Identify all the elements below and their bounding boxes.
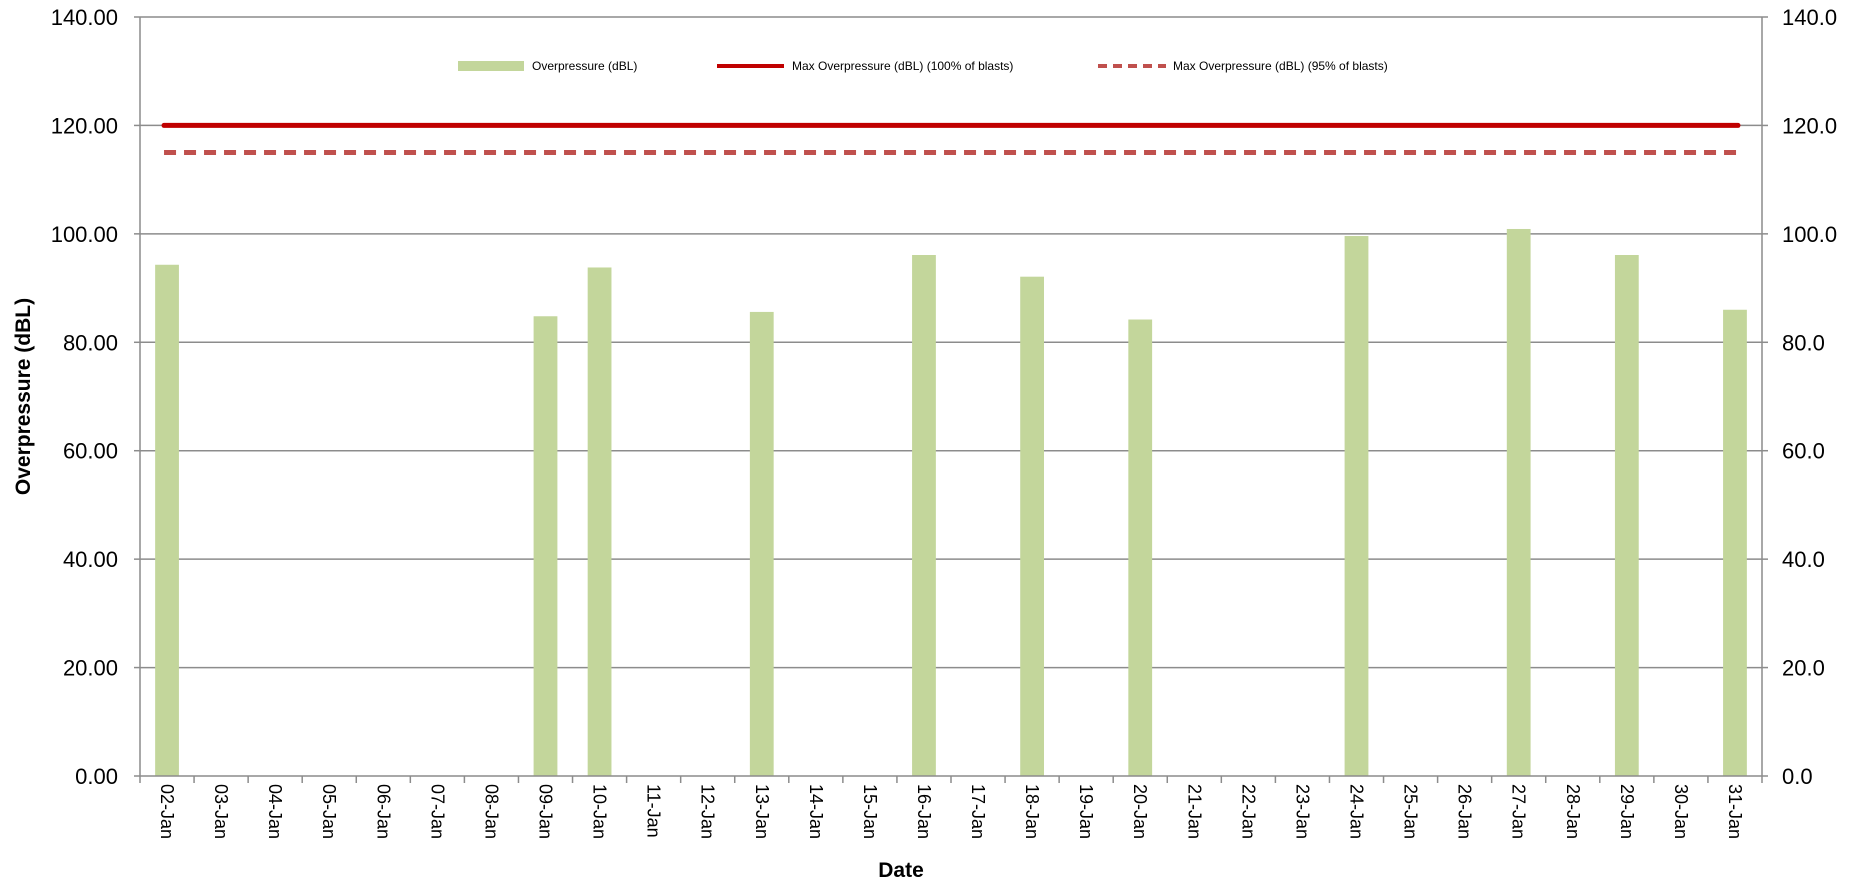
x-tick-label: 09-Jan — [536, 784, 556, 839]
x-tick-label: 03-Jan — [211, 784, 231, 839]
bar-10-Jan — [587, 267, 612, 776]
x-tick-label: 28-Jan — [1563, 784, 1583, 839]
bar-31-Jan — [1723, 309, 1747, 776]
bar-02-Jan — [155, 264, 179, 776]
x-tick-label: 14-Jan — [806, 784, 826, 839]
x-axis-title: Date — [878, 859, 924, 880]
limit-lines — [161, 122, 1741, 156]
x-tick-label: 04-Jan — [265, 784, 285, 839]
x-tick-label: 31-Jan — [1725, 784, 1745, 839]
y-tick-label-right: 40.0 — [1782, 547, 1825, 572]
x-tick-label: 07-Jan — [427, 784, 447, 839]
bar-24-Jan — [1344, 236, 1369, 777]
x-tick-label: 30-Jan — [1671, 784, 1691, 839]
y-axis-title: Overpressure (dBL) — [12, 298, 35, 495]
y-tick-label-left: 120.00 — [51, 113, 118, 138]
x-tick-label: 20-Jan — [1130, 784, 1150, 839]
x-tick-label: 18-Jan — [1022, 784, 1042, 839]
x-tick-label: 15-Jan — [860, 784, 880, 839]
y-tick-label-left: 80.00 — [63, 330, 118, 355]
y-tick-label-left: 140.00 — [51, 5, 118, 30]
y-tick-label-left: 60.00 — [63, 439, 118, 464]
y-tick-label-right: 140.0 — [1782, 5, 1837, 30]
axes — [134, 16, 1768, 783]
y-tick-label-right: 80.0 — [1782, 330, 1825, 355]
bar-13-Jan — [749, 311, 774, 776]
x-tick-label: 11-Jan — [644, 784, 664, 838]
x-tick-label: 06-Jan — [373, 784, 393, 839]
x-axis-ticks: 02-Jan 03-Jan 04-Jan 05-Jan 06-Jan 07-Jan 08-J… — [157, 784, 1745, 839]
legend-swatch-overpressure — [458, 61, 524, 71]
bar-20-Jan — [1128, 319, 1153, 776]
legend-label-max-95: Max Overpressure (dBL) (95% of blasts) — [1173, 59, 1388, 73]
y-tick-label-right: 60.0 — [1782, 439, 1825, 464]
x-tick-label: 21-Jan — [1184, 784, 1204, 839]
y-tick-label-right: 120.0 — [1782, 113, 1837, 138]
y-axis-left-ticks: 0.00 20.00 40.00 60.00 80.00 100.00 120.00 140.… — [51, 5, 118, 789]
x-tick-label: 08-Jan — [481, 784, 501, 839]
bar-16-Jan — [912, 255, 936, 776]
x-tick-label: 12-Jan — [698, 784, 718, 839]
x-tick-label: 22-Jan — [1238, 784, 1258, 839]
x-tick-label: 10-Jan — [590, 784, 610, 839]
x-tick-label: 23-Jan — [1292, 784, 1312, 839]
y-tick-label-right: 100.0 — [1782, 222, 1837, 247]
y-tick-label-left: 40.00 — [63, 547, 118, 572]
x-tick-label: 29-Jan — [1617, 784, 1637, 839]
x-tick-label: 19-Jan — [1076, 784, 1096, 839]
bar-09-Jan — [533, 316, 558, 776]
y-tick-label-right: 0.0 — [1782, 764, 1813, 789]
y-tick-label-left: 100.00 — [51, 222, 118, 247]
y-tick-label-left: 20.00 — [63, 656, 118, 681]
x-tick-label: 26-Jan — [1455, 784, 1475, 839]
y-tick-label-right: 20.0 — [1782, 656, 1825, 681]
legend-label-max-100: Max Overpressure (dBL) (100% of blasts) — [792, 59, 1013, 73]
y-tick-label-left: 0.00 — [75, 764, 118, 789]
x-tick-label: 13-Jan — [752, 784, 772, 839]
bar-27-Jan — [1506, 228, 1531, 777]
bar-18-Jan — [1020, 276, 1044, 776]
bar-29-Jan — [1614, 255, 1639, 776]
x-tick-label: 25-Jan — [1401, 784, 1421, 839]
bar-series — [155, 228, 1747, 777]
legend-label-overpressure: Overpressure (dBL) — [532, 59, 637, 73]
y-axis-right-ticks: 0.0 20.0 40.0 60.0 80.0 100.0 120.0 140.0 — [1782, 5, 1837, 789]
x-tick-label: 17-Jan — [968, 784, 988, 839]
x-tick-label: 24-Jan — [1347, 784, 1367, 839]
x-tick-label: 27-Jan — [1509, 784, 1529, 839]
x-tick-label: 02-Jan — [157, 784, 177, 839]
x-tick-label: 16-Jan — [914, 784, 934, 839]
legend: Overpressure (dBL) Max Overpressure (dBL… — [458, 59, 1388, 73]
x-tick-label: 05-Jan — [319, 784, 339, 839]
